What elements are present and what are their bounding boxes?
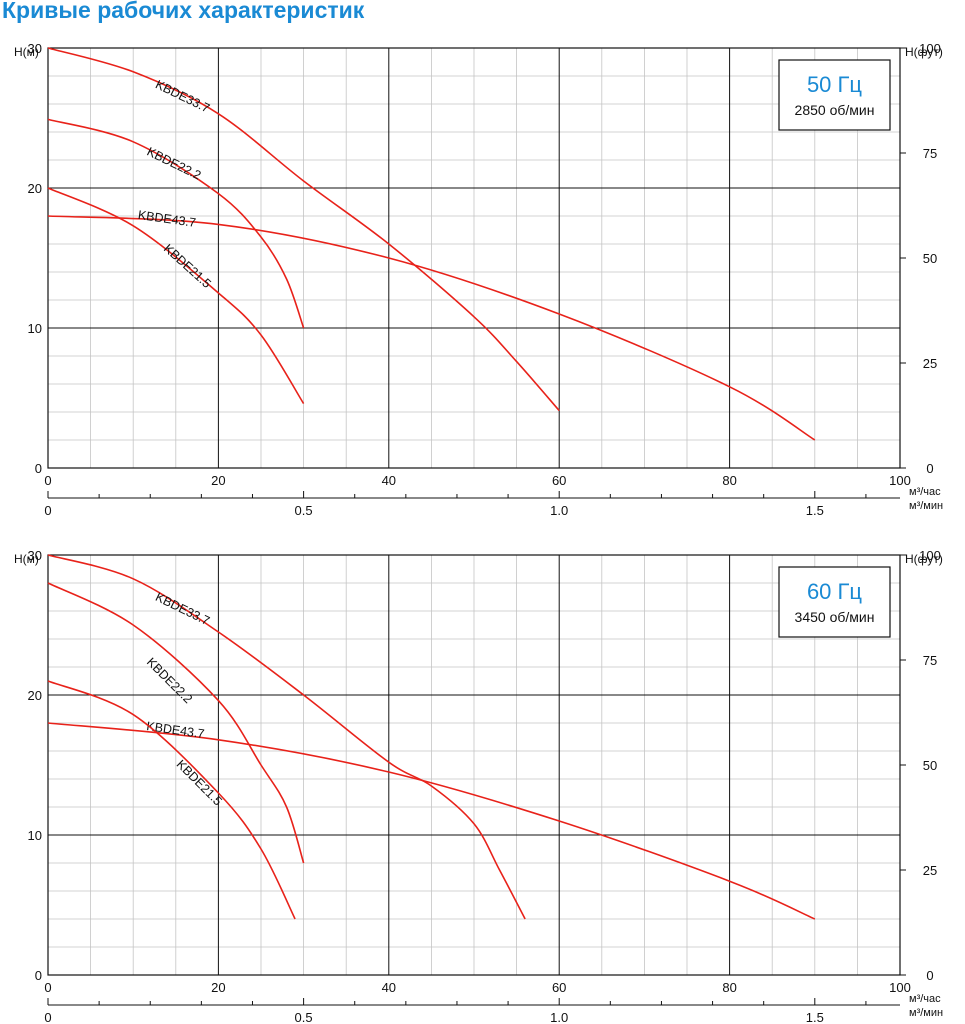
y2-tick-label: 25 bbox=[923, 863, 937, 878]
x2-axis-label: м³/мин bbox=[909, 500, 943, 512]
series-line-kbde43.7 bbox=[47, 215, 816, 441]
y2-tick-label: 50 bbox=[923, 758, 937, 773]
x-tick-label: 0 bbox=[44, 473, 51, 488]
series-label: KBDE22.2 bbox=[144, 655, 195, 706]
x2-tick-label: 0.5 bbox=[295, 503, 313, 518]
series-line-kbde33.7 bbox=[47, 554, 526, 920]
grid bbox=[48, 554, 900, 975]
x-tick-label: 80 bbox=[722, 980, 736, 995]
x2-axis-label: м³/мин bbox=[909, 1007, 943, 1019]
grid bbox=[48, 47, 900, 468]
y2-axis-label: Н(фут) bbox=[905, 45, 943, 59]
series-label: KBDE21.5 bbox=[161, 241, 214, 290]
x2-tick-label: 0 bbox=[44, 503, 51, 518]
x2-tick-label: 1.5 bbox=[806, 503, 824, 518]
x-tick-label: 80 bbox=[722, 473, 736, 488]
x2-tick-label: 1.0 bbox=[550, 503, 568, 518]
y-tick-label: 0 bbox=[35, 461, 42, 476]
y2-tick-label: 50 bbox=[923, 251, 937, 266]
series-line-kbde22.2 bbox=[47, 582, 305, 864]
y2-tick-label: 25 bbox=[923, 356, 937, 371]
y2-tick-label: 100 bbox=[919, 41, 941, 56]
series-label: KBDE43.7 bbox=[137, 208, 197, 230]
x-axis-label: м³/час bbox=[909, 993, 941, 1005]
x-axis-label: м³/час bbox=[909, 486, 941, 498]
y-tick-label: 10 bbox=[28, 828, 42, 843]
y2-axis-label: Н(фут) bbox=[905, 552, 943, 566]
frequency-box bbox=[778, 566, 891, 638]
x-tick-label: 20 bbox=[211, 980, 225, 995]
series-line-kbde21.5 bbox=[47, 187, 305, 405]
x2-tick-label: 0 bbox=[44, 1010, 51, 1024]
y-tick-label: 0 bbox=[35, 968, 42, 983]
y-axis-label: Н(м) bbox=[14, 45, 39, 59]
y2-tick-label: 75 bbox=[923, 146, 937, 161]
page-title: Кривые рабочих характеристик bbox=[2, 0, 365, 23]
y-tick-label: 30 bbox=[28, 41, 42, 56]
rpm-label: 2850 об/мин bbox=[795, 102, 875, 118]
series-line-kbde22.2 bbox=[47, 118, 305, 329]
x-tick-label: 40 bbox=[382, 473, 396, 488]
x-tick-label: 40 bbox=[382, 980, 396, 995]
series-label: KBDE21.5 bbox=[174, 757, 225, 808]
series-label: KBDE33.7 bbox=[153, 77, 212, 115]
y-tick-label: 30 bbox=[28, 548, 42, 563]
x-tick-label: 100 bbox=[889, 473, 911, 488]
y2-tick-label: 0 bbox=[926, 968, 933, 983]
series-label: KBDE33.7 bbox=[153, 590, 212, 628]
x2-tick-label: 1.0 bbox=[550, 1010, 568, 1024]
y-tick-label: 20 bbox=[28, 181, 42, 196]
frequency-box bbox=[778, 59, 891, 131]
series-line-kbde33.7 bbox=[47, 47, 560, 412]
x-tick-label: 60 bbox=[552, 473, 566, 488]
y-tick-label: 20 bbox=[28, 688, 42, 703]
series-line-kbde43.7 bbox=[47, 722, 816, 920]
frequency-label: 50 Гц bbox=[807, 72, 862, 97]
x-tick-label: 0 bbox=[44, 980, 51, 995]
y2-tick-label: 0 bbox=[926, 461, 933, 476]
x-tick-label: 100 bbox=[889, 980, 911, 995]
y-axis-label: Н(м) bbox=[14, 552, 39, 566]
x2-tick-label: 0.5 bbox=[295, 1010, 313, 1024]
series-label: KBDE22.2 bbox=[145, 145, 204, 183]
rpm-label: 3450 об/мин bbox=[795, 609, 875, 625]
series-line-kbde21.5 bbox=[47, 680, 296, 920]
y2-tick-label: 100 bbox=[919, 548, 941, 563]
x2-tick-label: 1.5 bbox=[806, 1010, 824, 1024]
y-tick-label: 10 bbox=[28, 321, 42, 336]
x-tick-label: 20 bbox=[211, 473, 225, 488]
x-tick-label: 60 bbox=[552, 980, 566, 995]
y2-tick-label: 75 bbox=[923, 653, 937, 668]
frequency-label: 60 Гц bbox=[807, 579, 862, 604]
